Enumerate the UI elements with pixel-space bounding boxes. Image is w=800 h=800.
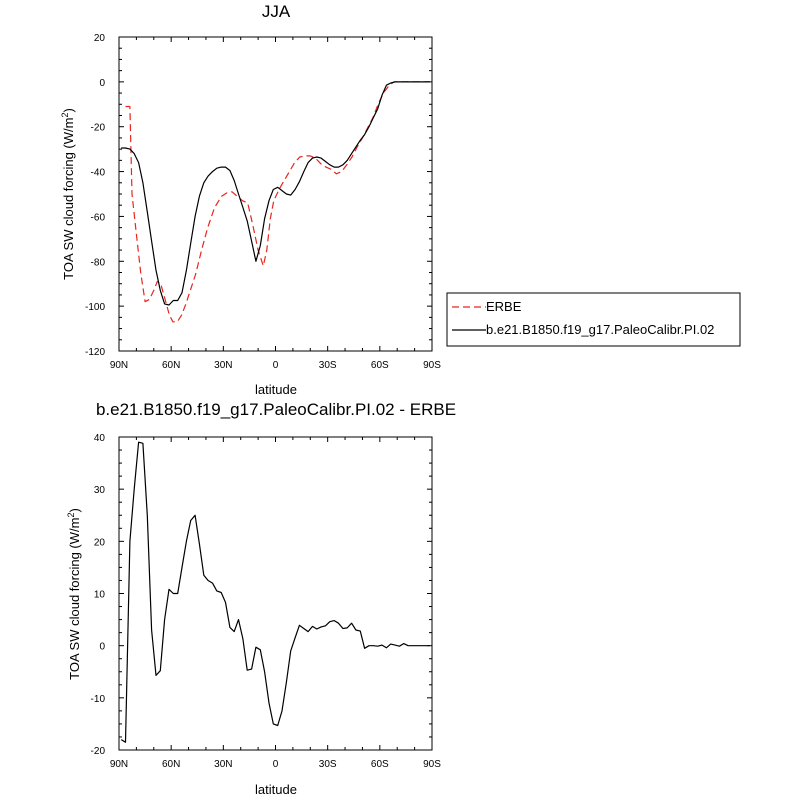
x-tick-label: 30N [214,759,232,770]
legend-label-model: b.e21.B1850.f19_g17.PaleoCalibr.PI.02 [486,322,714,337]
y-tick-label: 10 [94,590,106,601]
chart-top-series [121,81,430,323]
chart-top-legend: ERBE b.e21.B1850.f19_g17.PaleoCalibr.PI.… [446,292,741,347]
y-tick-label: 20 [94,33,106,44]
chart-top: JJA 90N 60N 30N 0 30S 60S 90S -120 -100 -80 -60 -40… [60,2,741,397]
y-tick-label: -40 [91,168,106,179]
x-tick-label: 30S [319,360,337,371]
x-tick-label: 90N [110,759,128,770]
chart-bottom: b.e21.B1850.f19_g17.PaleoCalibr.PI.02 - … [66,400,456,797]
chart-bottom-ylabel: TOA SW cloud forcing (W/m2) [66,508,82,680]
y-tick-label: -80 [91,257,106,268]
y-tick-label: -10 [91,694,106,705]
legend-box [446,292,741,347]
x-tick-label: 90S [423,759,441,770]
chart-top-title: JJA [262,2,291,21]
x-tick-label: 60S [371,360,389,371]
y-tick-label: 40 [94,433,106,444]
y-tick-label: 0 [99,78,105,89]
chart-top-ticks: 90N 60N 30N 0 30S 60S 90S -120 -100 -80 -60 -40 -20 0… [85,33,441,371]
legend-label-erbe: ERBE [486,299,522,314]
chart-bottom-series [120,441,430,743]
y-tick-label: 0 [99,642,105,653]
bottom-series-line-difference [120,441,430,743]
x-tick-label: 30S [319,759,337,770]
x-tick-label: 60N [162,360,180,371]
x-tick-label: 30N [214,360,232,371]
y-tick-label: -20 [91,123,106,134]
chart-bottom-ticks: 90N 60N 30N 0 30S 60S 90S -20 -10 0 10 20 30 40 [91,433,442,770]
y-tick-label: 20 [94,537,106,548]
y-tick-label: 30 [94,485,106,496]
y-tick-label: -100 [85,302,105,313]
x-tick-label: 60S [371,759,389,770]
x-tick-label: 0 [273,360,279,371]
chart-top-ylabel: TOA SW cloud forcing (W/m2) [60,108,76,280]
x-tick-label: 90S [423,360,441,371]
chart-bottom-xlabel: latitude [255,782,297,797]
chart-bottom-title: b.e21.B1850.f19_g17.PaleoCalibr.PI.02 - … [96,400,456,419]
chart-top-xlabel: latitude [255,382,297,397]
x-tick-label: 60N [162,759,180,770]
y-tick-label: -60 [91,212,106,223]
top-series-line-model [121,81,430,306]
x-tick-label: 90N [110,360,128,371]
y-tick-label: -20 [91,746,106,757]
y-tick-label: -120 [85,347,105,358]
x-tick-label: 0 [273,759,279,770]
